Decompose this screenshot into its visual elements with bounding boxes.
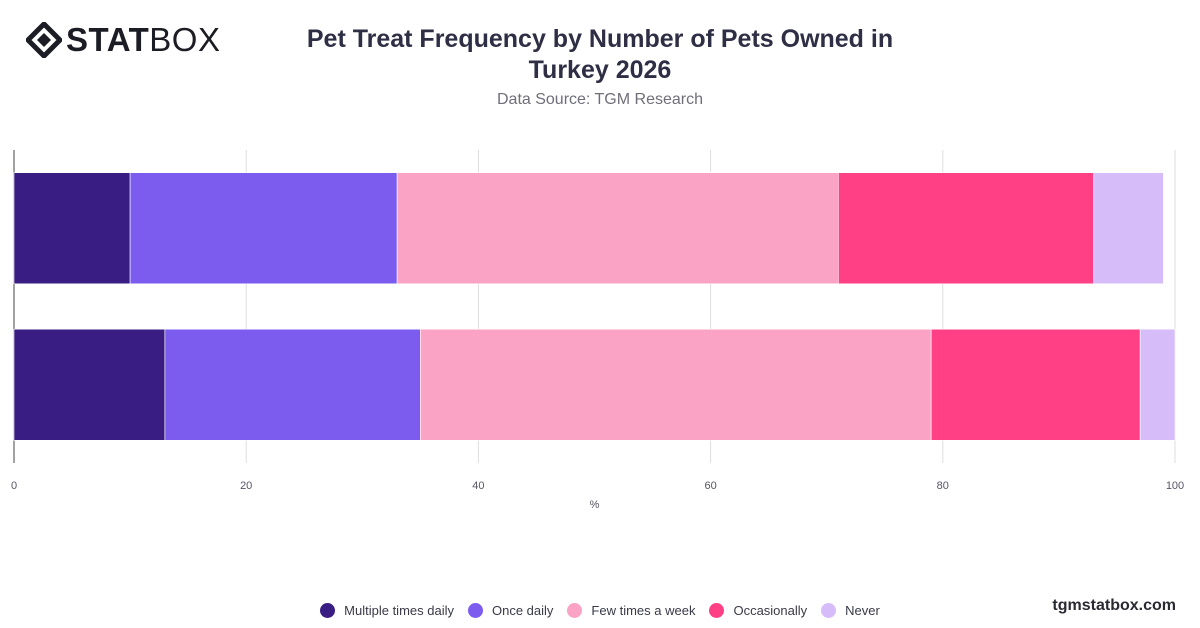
bar-segment[interactable] bbox=[1139, 328, 1176, 441]
bar-segment[interactable] bbox=[129, 172, 398, 285]
legend-item[interactable]: Few times a week bbox=[567, 603, 695, 618]
logo-text-light: BOX bbox=[149, 21, 221, 58]
legend-label: Occasionally bbox=[733, 603, 808, 618]
x-axis: 0 20 40 60 80 100% bbox=[11, 480, 1184, 511]
bar-segment[interactable] bbox=[13, 172, 131, 285]
legend-dot-icon bbox=[467, 603, 483, 618]
x-tick-label: 80 bbox=[937, 480, 949, 492]
bar-segment[interactable] bbox=[420, 328, 932, 441]
legend-dot-icon bbox=[821, 603, 837, 618]
x-tick-label: 60 bbox=[704, 480, 716, 492]
x-tick-label: 20 bbox=[240, 480, 252, 492]
legend-label: Multiple times daily bbox=[344, 603, 454, 618]
chart-title: Pet Treat Frequency by Number of Pets Ow… bbox=[306, 25, 894, 84]
stacked-bar-chart: 0 20 40 60 80 100% bbox=[11, 150, 1184, 511]
legend-dot-icon bbox=[709, 603, 725, 618]
bar-segment[interactable] bbox=[1093, 172, 1164, 285]
bars bbox=[13, 172, 1176, 441]
legend-dot-icon bbox=[567, 603, 583, 618]
legend-label: Once daily bbox=[491, 603, 554, 618]
logo-text: STATBOX bbox=[66, 22, 220, 58]
statbox-logo: STATBOX bbox=[26, 22, 220, 58]
bar-segment[interactable] bbox=[930, 328, 1141, 441]
bar-segment[interactable] bbox=[13, 328, 166, 441]
bar-segment[interactable] bbox=[838, 172, 1095, 285]
diamond-logo-icon bbox=[26, 22, 62, 58]
chart-subtitle: Data Source: TGM Research bbox=[496, 91, 703, 108]
legend-label: Few times a week bbox=[591, 603, 696, 618]
x-tick-label: 0 bbox=[11, 480, 17, 492]
x-tick-label: 40 bbox=[472, 480, 484, 492]
legend-label: Never bbox=[845, 603, 880, 618]
legend: Multiple times daily Once daily Few times … bbox=[0, 603, 1200, 618]
bar-segment[interactable] bbox=[164, 328, 421, 441]
legend-dot-icon bbox=[320, 603, 336, 618]
legend-item[interactable]: Multiple times daily bbox=[320, 603, 454, 618]
x-axis-label: % bbox=[590, 499, 600, 511]
logo-text-bold: STAT bbox=[66, 21, 150, 58]
legend-item[interactable]: Once daily bbox=[467, 603, 554, 618]
watermark: tgmstatbox.com bbox=[1052, 597, 1176, 614]
legend-item[interactable]: Never bbox=[821, 603, 880, 618]
bar-segment[interactable] bbox=[396, 172, 839, 285]
x-tick-label: 100 bbox=[1166, 480, 1184, 492]
legend-item[interactable]: Occasionally bbox=[709, 603, 807, 618]
